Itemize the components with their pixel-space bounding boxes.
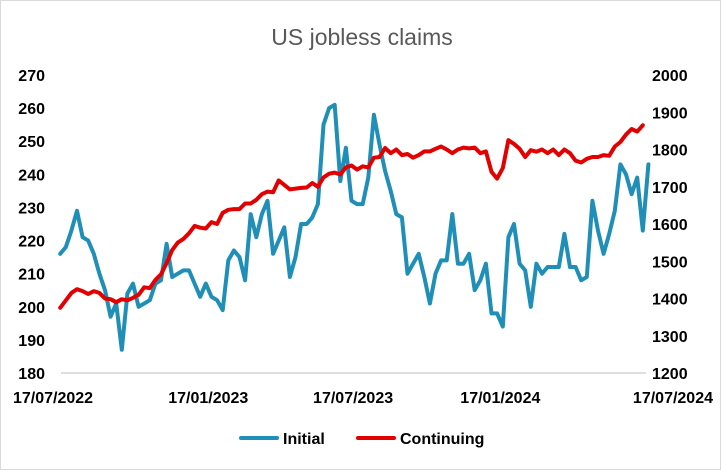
y-left-tick-label: 220 (18, 234, 45, 251)
y-right-tick-label: 1200 (652, 366, 688, 383)
y-right-tick-label: 1900 (652, 105, 688, 122)
y-left-tick-label: 250 (18, 134, 45, 151)
legend-label-initial: Initial (283, 431, 325, 448)
y-left-tick-label: 190 (18, 333, 45, 350)
axes: 180 190 200 210 220 230 240 250 260 270 1200 1300 14… (13, 68, 713, 407)
y-right-tick-label: 1400 (652, 292, 688, 309)
x-tick-label: 17/07/2024 (633, 390, 713, 407)
y-right-tick-label: 2000 (652, 68, 688, 85)
series-line-initial (58, 102, 651, 352)
series-line-continuing (58, 123, 645, 310)
y-left-tick-label: 270 (18, 68, 45, 85)
y-left-tick-label: 200 (18, 300, 45, 317)
y-left-tick-label: 230 (18, 200, 45, 217)
y-right-tick-label: 1800 (652, 143, 688, 160)
y-left-tick-label: 240 (18, 167, 45, 184)
y-right-tick-label: 1300 (652, 329, 688, 346)
y-left-tick-label: 180 (18, 366, 45, 383)
y-right-tick-label: 1700 (652, 180, 688, 197)
y-left-tick-label: 210 (18, 267, 45, 284)
legend: Initial Continuing (239, 431, 484, 448)
x-tick-label: 17/07/2022 (13, 390, 93, 407)
x-tick-label: 17/07/2023 (313, 390, 393, 407)
legend-label-continuing: Continuing (400, 431, 484, 448)
y-right-tick-label: 1500 (652, 254, 688, 271)
chart-title: US jobless claims (271, 24, 453, 50)
series-layer (58, 102, 651, 352)
y-left-tick-label: 260 (18, 101, 45, 118)
y-right-tick-label: 1600 (652, 217, 688, 234)
x-tick-label: 17/01/2023 (168, 390, 248, 407)
x-tick-label: 17/01/2024 (460, 390, 540, 407)
